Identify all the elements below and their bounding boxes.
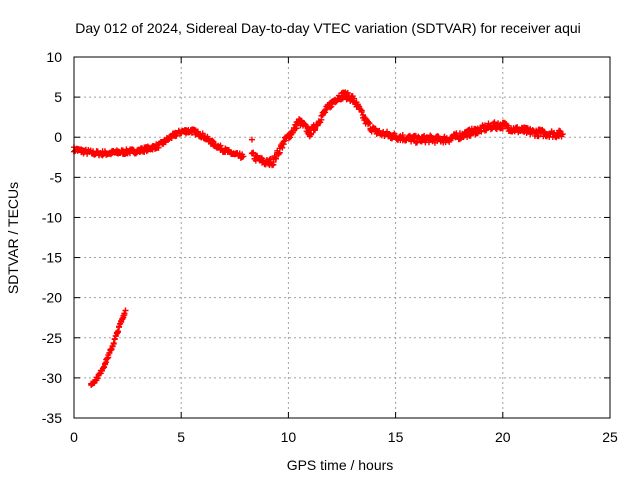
- y-axis-title: SDTVAR / TECUs: [5, 182, 21, 294]
- y-tick-label: -15: [42, 250, 62, 266]
- data-point-trace-after-gap: [279, 144, 286, 151]
- data-point-trace-after-gap: [327, 104, 334, 111]
- x-tick-label: 15: [388, 429, 404, 445]
- data-point-trace-after-gap: [289, 129, 296, 136]
- data-point-trace-after-gap: [285, 135, 292, 142]
- y-tick-label: -25: [42, 330, 62, 346]
- x-tick-label: 5: [177, 429, 185, 445]
- data-point-trace-after-gap: [365, 121, 372, 128]
- data-point-early-segment: [94, 375, 101, 382]
- data-point-trace-after-gap: [399, 132, 406, 139]
- data-point-early-segment: [121, 310, 128, 317]
- data-marks: [71, 89, 566, 389]
- y-tick-label: 0: [54, 129, 62, 145]
- data-point-trace-after-gap: [498, 124, 505, 131]
- data-point-early-segment: [114, 328, 121, 335]
- y-tick-label: 5: [54, 89, 62, 105]
- data-point-trace-after-gap: [288, 128, 295, 135]
- x-tick-label: 10: [281, 429, 297, 445]
- data-point-trace-after-gap: [559, 131, 566, 138]
- data-point-isolated-point: [248, 136, 255, 143]
- data-point-trace-after-gap: [315, 119, 322, 126]
- tick-labels: 0 5 10 15 20 25 -35 -30 -25 -20 -15 -10 -5 0 5 10: [42, 49, 618, 445]
- grid: [73, 56, 611, 419]
- y-tick-label: 10: [46, 49, 62, 65]
- data-point-early-segment: [104, 355, 111, 362]
- data-point-trace-after-gap: [366, 119, 373, 126]
- data-point-early-segment: [119, 315, 126, 322]
- data-point-early-segment: [102, 360, 109, 367]
- y-tick-label: -35: [42, 410, 62, 426]
- data-point-main-trace: [209, 137, 216, 144]
- data-point-trace-after-gap: [425, 139, 432, 146]
- data-point-trace-after-gap: [356, 103, 363, 110]
- data-point-main-trace: [240, 153, 247, 160]
- data-point-trace-after-gap: [270, 161, 277, 168]
- chart-title: Day 012 of 2024, Sidereal Day-to-day VTE…: [75, 20, 581, 36]
- data-point-trace-after-gap: [322, 109, 329, 116]
- y-tick-label: -10: [42, 209, 62, 225]
- data-point-early-segment: [111, 336, 118, 343]
- data-point-trace-after-gap: [358, 107, 365, 114]
- plot-frame: [73, 56, 611, 419]
- x-tick-label: 25: [602, 429, 618, 445]
- data-point-trace-after-gap: [332, 99, 339, 106]
- x-tick-label: 0: [70, 429, 78, 445]
- data-point-trace-after-gap: [357, 106, 364, 113]
- data-point-trace-after-gap: [293, 125, 300, 132]
- data-point-early-segment: [116, 324, 123, 331]
- data-point-early-segment: [122, 307, 129, 314]
- data-point-trace-after-gap: [320, 110, 327, 117]
- y-tick-label: -30: [42, 370, 62, 386]
- data-point-trace-after-gap: [272, 155, 279, 162]
- data-point-main-trace: [155, 144, 162, 151]
- x-tick-label: 20: [495, 429, 511, 445]
- data-point-trace-after-gap: [354, 102, 361, 109]
- data-point-trace-after-gap: [267, 155, 274, 162]
- x-axis-title: GPS time / hours: [287, 457, 394, 473]
- data-point-trace-after-gap: [276, 149, 283, 156]
- data-point-trace-after-gap: [344, 89, 351, 96]
- data-point-early-segment: [101, 364, 108, 371]
- y-tick-label: -20: [42, 290, 62, 306]
- data-point-trace-after-gap: [308, 130, 315, 137]
- data-point-trace-after-gap: [478, 128, 485, 135]
- data-point-trace-after-gap: [280, 138, 287, 145]
- data-point-early-segment: [110, 340, 117, 347]
- data-point-trace-after-gap: [338, 96, 345, 103]
- data-point-main-trace: [194, 128, 201, 135]
- data-point-main-trace: [199, 130, 206, 137]
- data-point-trace-after-gap: [418, 138, 425, 145]
- y-tick-label: -5: [50, 169, 63, 185]
- data-point-early-segment: [103, 359, 110, 366]
- data-point-trace-after-gap: [311, 127, 318, 134]
